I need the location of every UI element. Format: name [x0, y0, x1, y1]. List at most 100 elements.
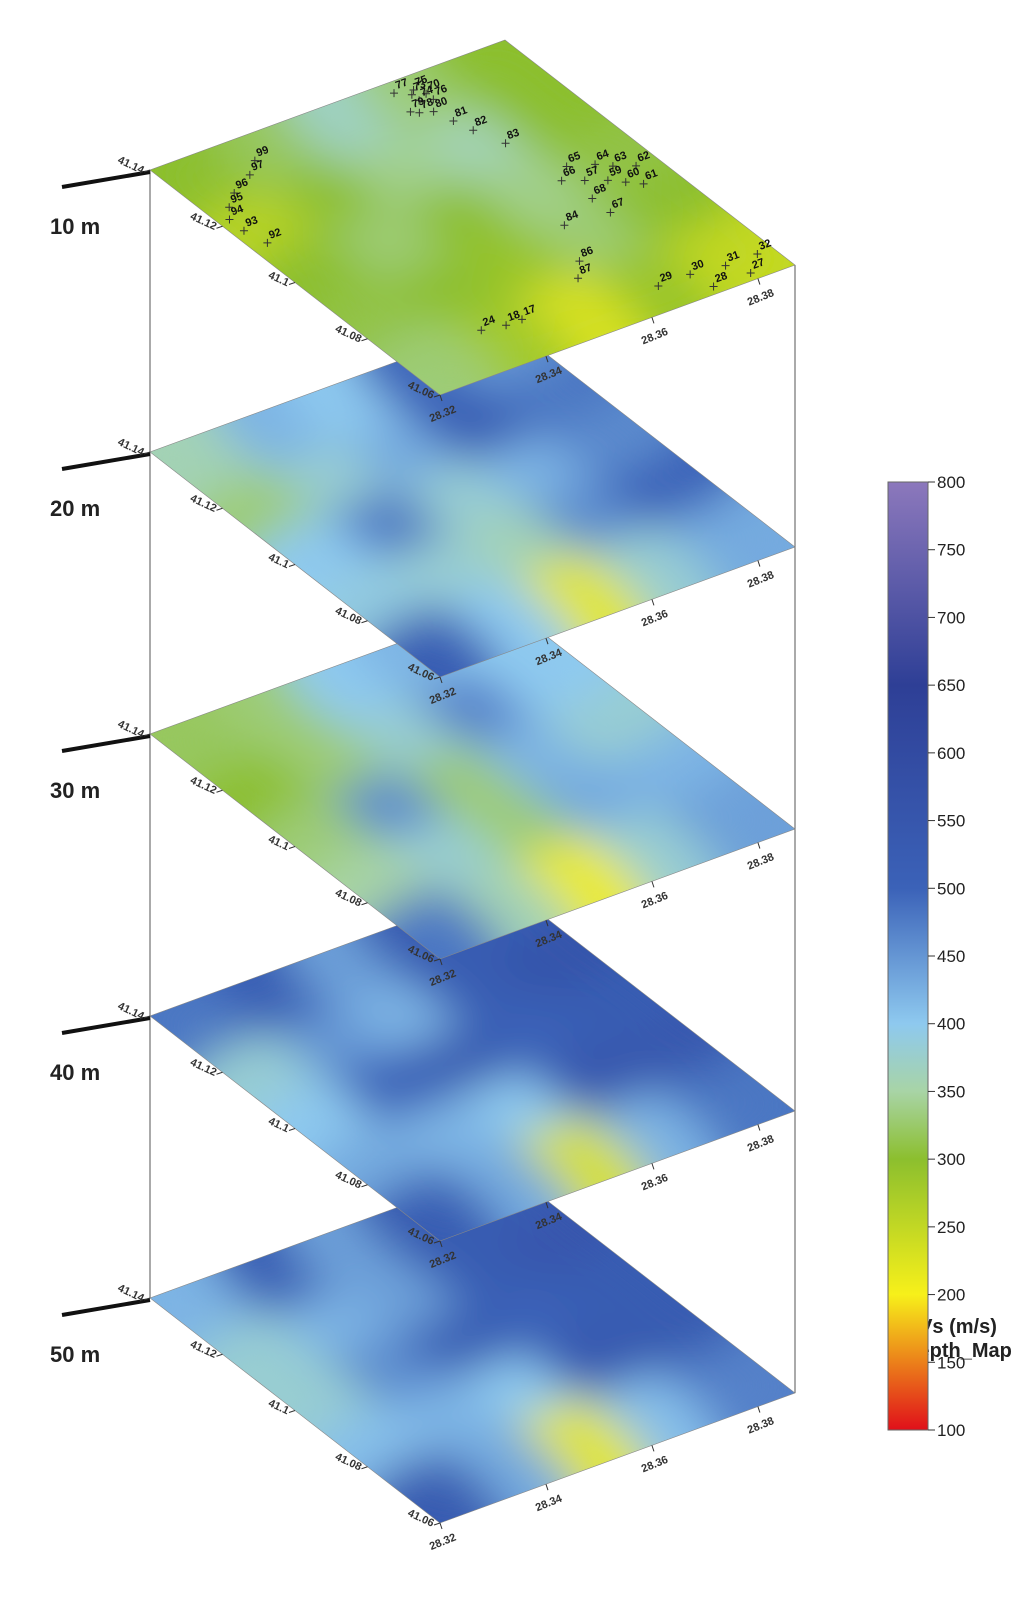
station-marker: [603, 176, 612, 185]
axis-stub: [61, 452, 151, 471]
colorbar-tick-label: 150: [937, 1353, 965, 1372]
colorbar-gradient: [887, 481, 929, 1431]
station-marker: [422, 89, 431, 98]
colorbar-title: Vs (m/s): [919, 1316, 997, 1338]
station-label: 99: [255, 144, 271, 159]
y-tick: [216, 789, 223, 793]
x-tick: [545, 1484, 549, 1491]
station-label: 82: [473, 114, 489, 129]
x-tick: [439, 676, 443, 684]
station-marker: [721, 261, 730, 270]
x-tick: [651, 1163, 655, 1170]
station-label: 84: [564, 208, 580, 224]
x-tick-label: 28.36: [640, 1454, 670, 1475]
station-label: 30: [690, 258, 706, 273]
station-label: 24: [481, 313, 497, 329]
depth-label: 10 m: [50, 214, 100, 239]
x-tick: [439, 1522, 443, 1530]
axis-stub: [61, 1016, 151, 1035]
depth-label: 20 m: [50, 496, 100, 521]
x-tick: [757, 1124, 761, 1131]
station-marker: [245, 170, 254, 179]
y-tick: [433, 394, 441, 398]
station-marker: [608, 162, 617, 171]
colorbar-tick-label: 650: [937, 676, 965, 695]
colorbar-tick-label: 200: [937, 1286, 965, 1305]
station-marker: [501, 139, 510, 148]
station-label: 81: [453, 104, 469, 119]
x-tick-label: 28.32: [428, 1531, 458, 1552]
heatmap: [150, 40, 795, 395]
station-marker: [753, 249, 762, 258]
station-marker: [562, 162, 571, 171]
depth-label: 50 m: [50, 1342, 100, 1367]
x-tick: [545, 356, 549, 363]
station-marker: [654, 282, 663, 291]
x-tick: [439, 958, 443, 966]
colorbar-tick-label: 550: [937, 812, 965, 831]
station-marker: [632, 161, 641, 170]
y-tick: [361, 1184, 368, 1188]
y-tick: [216, 507, 223, 511]
y-tick: [288, 282, 296, 285]
x-tick-label: 28.36: [640, 608, 670, 629]
x-tick: [651, 881, 655, 888]
slice-clip: [150, 40, 795, 395]
x-tick: [545, 920, 549, 927]
y-tick: [216, 1071, 223, 1075]
station-marker: [415, 108, 424, 117]
station-marker: [429, 95, 438, 104]
x-tick: [651, 599, 655, 606]
x-tick: [757, 842, 761, 849]
x-tick: [651, 1445, 655, 1452]
y-tick: [433, 676, 441, 680]
depth-label: 40 m: [50, 1060, 100, 1085]
station-label: 32: [757, 237, 773, 252]
x-tick-label: 28.38: [746, 569, 776, 590]
station-marker: [746, 268, 755, 277]
x-tick-label: 28.34: [534, 1492, 565, 1514]
x-tick-label: 28.36: [640, 326, 670, 347]
y-tick: [288, 564, 296, 567]
station-label: 86: [579, 244, 595, 259]
station-label: 27: [751, 256, 767, 271]
axis-stub: [61, 170, 151, 189]
station-label: 95: [229, 191, 245, 206]
y-tick: [143, 1297, 151, 1301]
station-label: 93: [244, 214, 260, 229]
x-tick: [757, 560, 761, 567]
y-tick: [143, 451, 151, 455]
station-marker: [560, 221, 569, 230]
y-tick: [433, 1240, 441, 1244]
station-label: 97: [250, 158, 266, 173]
y-tick: [288, 846, 296, 849]
station-label: 74: [419, 83, 435, 99]
x-tick-label: 28.36: [640, 890, 670, 911]
station-label: 63: [613, 149, 629, 164]
x-tick-label: 28.38: [746, 1133, 776, 1154]
station-label: 57: [585, 164, 601, 179]
station-label: 59: [608, 164, 624, 179]
station-marker: [477, 326, 486, 335]
y-tick: [288, 1128, 296, 1131]
station-marker: [429, 107, 438, 116]
station-marker: [225, 215, 234, 224]
station-label: 83: [505, 127, 521, 142]
station-label: 94: [229, 203, 245, 219]
colorbar-tick-label: 600: [937, 744, 965, 763]
station-label: 66: [562, 164, 578, 179]
station-marker: [409, 86, 418, 95]
y-tick: [361, 902, 368, 906]
station-label: 76: [433, 83, 449, 98]
x-tick: [545, 1202, 549, 1209]
station-label: 79: [410, 95, 426, 110]
station-label: 92: [267, 226, 283, 241]
station-marker: [588, 194, 597, 203]
y-tick: [433, 1522, 441, 1526]
slice-outline: [149, 39, 796, 396]
station-marker: [239, 226, 248, 235]
station-label: 80: [434, 95, 450, 110]
colorbar-tick-label: 700: [937, 608, 965, 627]
station-label: 68: [592, 182, 608, 197]
